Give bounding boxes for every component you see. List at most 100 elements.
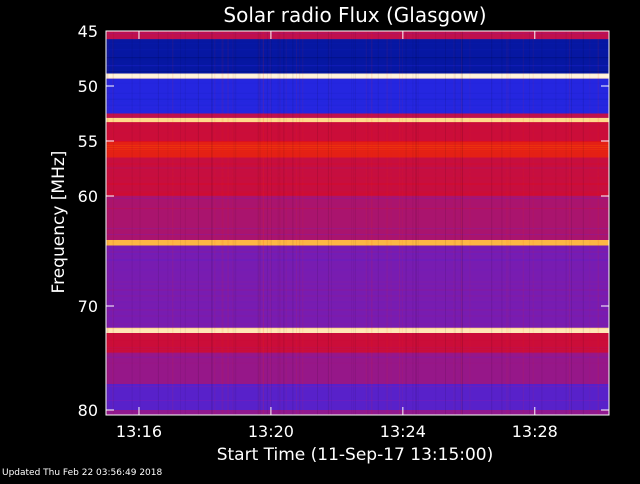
heatmap-time-streak: [460, 31, 462, 415]
heatmap-texture-row: [106, 122, 609, 124]
heatmap-texture-row: [106, 177, 609, 179]
heatmap-texture-row: [106, 297, 609, 299]
heatmap-time-streak: [377, 31, 379, 415]
heatmap-time-streak: [184, 31, 186, 415]
heatmap-texture-row: [106, 183, 609, 185]
heatmap-time-streak: [387, 31, 389, 415]
heatmap-time-streak: [461, 31, 463, 415]
heatmap-texture-row: [106, 234, 609, 235]
heatmap-time-streak: [113, 31, 115, 415]
heatmap-texture-row: [106, 386, 609, 387]
heatmap-time-streak: [501, 31, 503, 415]
heatmap-texture-row: [106, 149, 609, 150]
y-tick-label: 45: [78, 22, 98, 41]
heatmap-time-streak: [262, 31, 264, 415]
heatmap-texture-row: [106, 323, 609, 325]
heatmap-time-streak: [331, 31, 332, 415]
heatmap-time-streak: [112, 31, 114, 415]
y-tick-label: 55: [78, 132, 98, 151]
heatmap-texture-row: [106, 301, 609, 303]
heatmap-time-streak: [233, 31, 235, 415]
heatmap-texture-row: [106, 167, 609, 169]
heatmap-texture-row: [106, 259, 609, 261]
heatmap-texture-row: [106, 82, 609, 84]
heatmap-texture-row: [106, 191, 609, 193]
heatmap-time-streak: [354, 31, 356, 415]
heatmap-time-streak: [298, 31, 300, 415]
heatmap-time-streak: [296, 31, 297, 415]
heatmap-band: [106, 384, 609, 410]
heatmap-texture-row: [106, 299, 609, 301]
heatmap-time-streak: [506, 31, 508, 415]
heatmap-texture-row: [106, 147, 609, 148]
heatmap-texture-row: [106, 198, 609, 199]
heatmap-time-streak: [582, 31, 584, 415]
heatmap-time-streak: [371, 31, 373, 415]
heatmap-texture-row: [106, 247, 609, 249]
x-axis-ticks: 13:16 13:20 13:24 13:28: [116, 31, 558, 441]
heatmap-band: [106, 39, 609, 74]
x-axis-label: Start Time (11-Sep-17 13:15:00): [217, 445, 494, 465]
heatmap-time-streak: [401, 31, 403, 415]
heatmap-band: [106, 352, 609, 384]
heatmap-time-streak: [283, 31, 285, 415]
heatmap-time-streak: [568, 31, 570, 415]
heatmap-time-streak: [211, 31, 213, 415]
heatmap-texture-row: [106, 309, 609, 311]
heatmap-time-streak: [269, 31, 271, 415]
heatmap-texture-row: [106, 269, 609, 271]
updated-timestamp: Updated Thu Feb 22 03:56:49 2018: [2, 468, 163, 478]
heatmap-time-streak: [167, 31, 169, 415]
plot-border: [105, 30, 610, 416]
heatmap-plot-area: [106, 31, 609, 415]
heatmap-texture-row: [106, 228, 609, 229]
heatmap-time-streak: [571, 31, 572, 415]
heatmap-time-streak: [232, 31, 234, 415]
heatmap-time-streak: [522, 31, 524, 415]
y-tick-label: 80: [78, 401, 98, 420]
heatmap-texture-row: [106, 356, 609, 358]
heatmap-time-streak: [266, 31, 268, 415]
heatmap-time-streak: [365, 31, 367, 415]
chart-title: Solar radio Flux (Glasgow): [223, 3, 486, 27]
heatmap-time-streak: [299, 31, 301, 415]
heatmap-time-streak: [462, 31, 463, 415]
heatmap-time-streak: [157, 31, 159, 415]
heatmap-band: [106, 31, 609, 40]
y-axis-ticks: 45 50 55 60 70 80: [78, 22, 609, 420]
heatmap-time-streak: [279, 31, 281, 415]
heatmap-time-streak: [529, 31, 530, 415]
heatmap-time-streak: [271, 31, 272, 415]
heatmap-texture-row: [106, 163, 609, 165]
heatmap-time-streak: [469, 31, 471, 415]
heatmap-time-streak: [317, 31, 318, 415]
heatmap-texture-row: [106, 400, 609, 401]
heatmap-texture-row: [106, 285, 609, 287]
heatmap-time-streak: [277, 31, 279, 415]
heatmap-texture-row: [106, 57, 609, 59]
heatmap-time-streak: [235, 31, 237, 415]
heatmap-texture-row: [106, 71, 609, 73]
heatmap-time-streak: [598, 31, 600, 415]
heatmap-texture-row: [106, 98, 609, 100]
heatmap-texture-row: [106, 124, 609, 126]
heatmap-time-streak: [106, 31, 108, 415]
heatmap-texture-row: [106, 65, 609, 67]
heatmap-time-streak: [197, 31, 199, 415]
heatmap-texture-row: [106, 49, 609, 51]
heatmap-texture-row: [106, 251, 609, 253]
y-tick-label: 50: [78, 77, 98, 96]
heatmap-time-streak: [283, 31, 285, 415]
y-axis-label: Frequency [MHz]: [49, 151, 69, 294]
heatmap-band: [106, 196, 609, 240]
heatmap-time-streak: [565, 31, 567, 415]
heatmap-texture-row: [106, 349, 609, 351]
heatmap-texture-row: [106, 100, 609, 102]
heatmap-texture-row: [106, 339, 609, 341]
heatmap-time-streak: [180, 31, 181, 415]
heatmap-texture-row: [106, 295, 609, 297]
heatmap-texture-row: [106, 249, 609, 251]
heatmap-band: [106, 122, 609, 141]
y-tick-label: 60: [78, 187, 98, 206]
